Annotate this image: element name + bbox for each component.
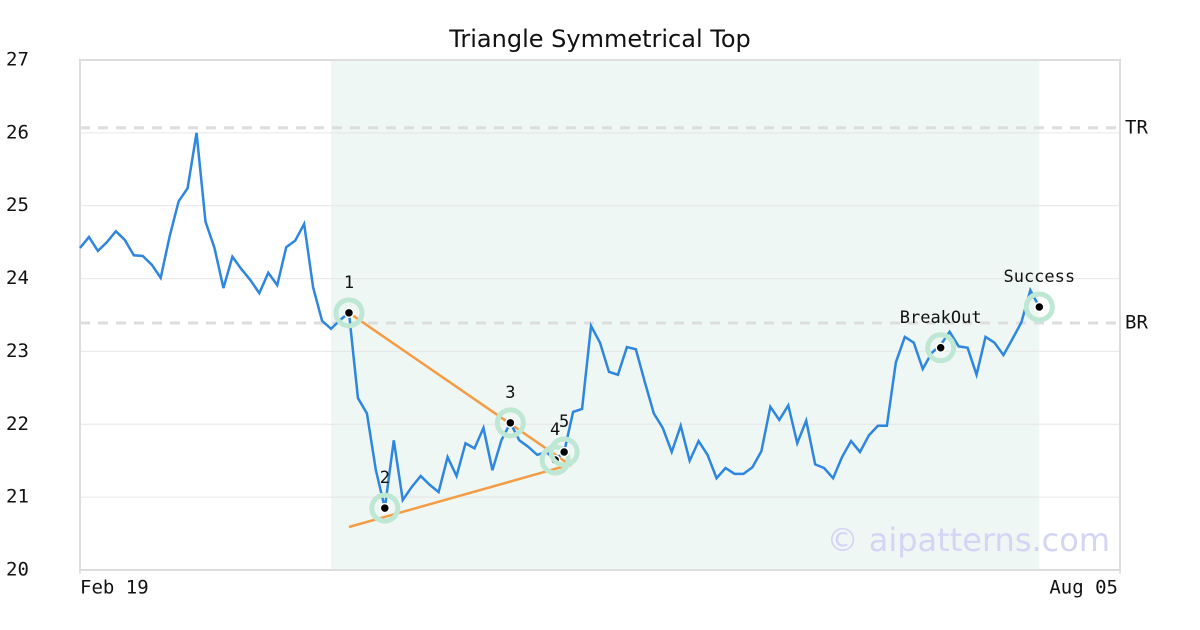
marker-label: BreakOut — [900, 308, 982, 328]
marker-halo — [369, 492, 401, 524]
trendline — [348, 311, 573, 467]
y-tick-label: 27 — [6, 49, 29, 71]
y-tick-label: 25 — [6, 194, 29, 216]
marker-dot — [379, 502, 391, 514]
y-tick-label: 23 — [6, 340, 29, 362]
y-tick-label: 21 — [6, 486, 29, 508]
chart-title: Triangle Symmetrical Top — [448, 25, 751, 53]
marker-halo — [925, 332, 957, 364]
y-tick-label: 26 — [6, 121, 29, 143]
marker-dot — [558, 446, 570, 458]
marker-label: 2 — [380, 468, 390, 488]
marker-label: Success — [1003, 267, 1075, 287]
trendline — [348, 463, 572, 529]
x-tick-label: Aug 05 — [1049, 577, 1118, 599]
plot-frame — [79, 59, 1121, 571]
marker-halo — [548, 436, 580, 468]
marker-label: 1 — [344, 273, 354, 293]
pattern-zone — [331, 60, 1040, 570]
marker-label: 4 — [550, 420, 560, 440]
marker-dot — [1034, 301, 1045, 313]
marker-label: 3 — [505, 383, 515, 403]
y-tick-label: 24 — [6, 267, 29, 289]
price-line — [79, 132, 1041, 509]
marker-label: 5 — [559, 412, 569, 432]
y-tick-label: 22 — [6, 413, 29, 435]
marker-dot — [935, 342, 946, 354]
marker-halo — [1023, 291, 1055, 323]
marker-halo — [539, 444, 571, 476]
marker-dot — [505, 417, 516, 429]
x-tick-label: Feb 19 — [80, 577, 149, 599]
marker-halo — [333, 297, 365, 329]
marker-halo — [494, 407, 526, 439]
watermark: © aipatterns.com — [827, 521, 1110, 559]
ref-label: BR — [1125, 312, 1148, 334]
marker-dot — [343, 307, 355, 319]
ref-label: TR — [1125, 116, 1148, 138]
y-tick-label: 20 — [6, 559, 29, 581]
